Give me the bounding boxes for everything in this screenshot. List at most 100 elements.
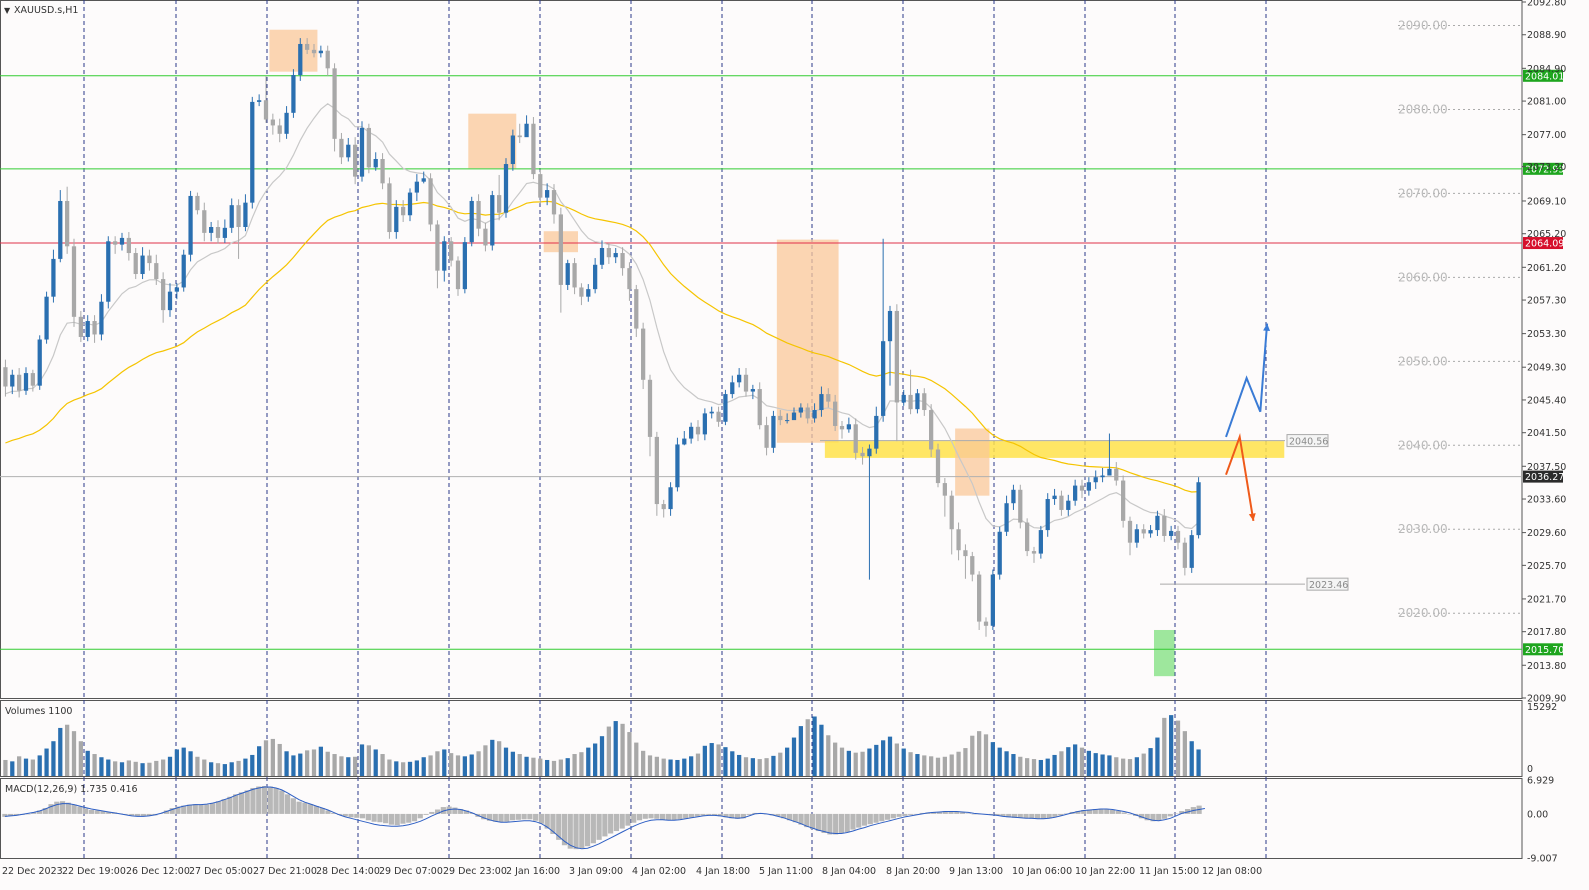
candle-body-58 bbox=[401, 206, 406, 216]
candle-body-86 bbox=[593, 264, 598, 290]
volume-bar-150 bbox=[1031, 759, 1037, 776]
macd-hist-bar-0 bbox=[2, 813, 8, 817]
macd-hist-bar-72 bbox=[417, 813, 423, 819]
zone-orange-0 bbox=[269, 29, 318, 72]
macd-hist-bar-67 bbox=[388, 813, 395, 825]
candle-body-49 bbox=[339, 138, 344, 158]
candle-body-73 bbox=[503, 164, 509, 213]
macd-hist-bar-23 bbox=[134, 813, 141, 817]
macd-hist-bar-44 bbox=[256, 786, 262, 814]
round-level-label-6: 2030.00 bbox=[1398, 522, 1448, 536]
macd-hist-bar-123 bbox=[711, 813, 718, 816]
macd-hist-bar-101 bbox=[584, 813, 591, 847]
macd-hist-bar-48 bbox=[279, 790, 285, 814]
candle-body-108 bbox=[743, 374, 749, 392]
macd-hist-bar-142 bbox=[821, 813, 827, 834]
volume-bar-86 bbox=[593, 743, 598, 776]
macd-title: MACD(12,26,9) 1.735 0.416 bbox=[5, 784, 138, 795]
macd-hist-bar-14 bbox=[83, 808, 89, 814]
macd-layer: 6.929 0.00 -9.007 bbox=[2, 776, 1558, 865]
candle-body-129 bbox=[887, 310, 893, 342]
macd-hist-bar-195 bbox=[1127, 813, 1133, 815]
candle-body-67 bbox=[462, 242, 467, 290]
candle-body-2 bbox=[17, 374, 22, 391]
volume-bar-60 bbox=[414, 760, 419, 776]
candle-body-98 bbox=[675, 444, 680, 488]
candle-body-42 bbox=[291, 75, 296, 113]
macd-axis-label-2: -9.007 bbox=[1527, 854, 1558, 865]
time-tick-label-14: 8 Jan 20:00 bbox=[886, 866, 940, 877]
time-tick-label-2: 26 Dec 12:00 bbox=[126, 866, 190, 877]
candle-body-88 bbox=[606, 247, 611, 258]
macd-hist-bar-38 bbox=[221, 799, 227, 814]
volume-bar-14 bbox=[99, 757, 104, 776]
macd-hist-bar-147 bbox=[850, 813, 856, 830]
volume-bar-73 bbox=[503, 747, 509, 776]
candle-body-110 bbox=[757, 389, 762, 426]
volume-bar-57 bbox=[394, 761, 399, 776]
volume-layer: 15292 0 bbox=[3, 702, 1557, 776]
volume-bar-80 bbox=[551, 760, 557, 776]
volume-bar-69 bbox=[476, 751, 481, 776]
round-level-label-7: 2020.00 bbox=[1398, 606, 1448, 620]
volume-bar-52 bbox=[359, 744, 365, 776]
macd-hist-bar-149 bbox=[861, 813, 868, 826]
candle-body-36 bbox=[250, 101, 255, 203]
time-tick-label-3: 27 Dec 05:00 bbox=[189, 866, 253, 877]
candles-layer[interactable] bbox=[3, 38, 1201, 637]
candle-body-65 bbox=[449, 241, 454, 261]
macd-hist-bar-97 bbox=[561, 813, 568, 846]
volume-bar-99 bbox=[682, 758, 687, 776]
symbol-title-icon[interactable]: ▼ bbox=[4, 6, 11, 15]
volume-bar-56 bbox=[387, 759, 392, 776]
volume-axis-label-1: 0 bbox=[1527, 764, 1533, 775]
volume-bar-120 bbox=[826, 735, 831, 776]
volume-bar-63 bbox=[435, 751, 440, 776]
candle-body-0 bbox=[3, 367, 8, 387]
price-tick-label-12: 2045.40 bbox=[1527, 395, 1566, 406]
volume-bar-10 bbox=[71, 731, 77, 776]
macd-hist-bar-157 bbox=[908, 813, 914, 815]
volume-bar-127 bbox=[874, 744, 879, 776]
macd-hist-bar-54 bbox=[313, 806, 320, 814]
candle-body-105 bbox=[723, 394, 728, 422]
candle-body-167 bbox=[1148, 530, 1153, 534]
candle-body-11 bbox=[78, 316, 83, 337]
projection-arrow-down bbox=[1225, 432, 1255, 522]
price-tick-label-17: 2025.70 bbox=[1527, 561, 1566, 572]
macd-hist-bar-168 bbox=[971, 813, 977, 815]
volume-bar-6 bbox=[44, 748, 49, 776]
candle-body-30 bbox=[209, 227, 214, 233]
candle-body-153 bbox=[1052, 495, 1057, 500]
round-level-label-3: 2060.00 bbox=[1398, 270, 1448, 284]
volume-bar-103 bbox=[709, 743, 714, 776]
candle-body-60 bbox=[414, 181, 419, 193]
level-tag-2 bbox=[1523, 237, 1563, 250]
price-tick-label-3: 2081.00 bbox=[1527, 97, 1566, 108]
candle-body-174 bbox=[1196, 482, 1201, 536]
projection-arrows-layer bbox=[1225, 323, 1271, 522]
macd-hist-bar-2 bbox=[13, 813, 20, 816]
candle-body-133 bbox=[915, 393, 920, 410]
macd-hist-bar-178 bbox=[1029, 813, 1035, 819]
candle-body-95 bbox=[654, 436, 659, 505]
macd-hist-bar-117 bbox=[677, 813, 683, 820]
candle-body-103 bbox=[709, 411, 714, 414]
volume-bar-109 bbox=[750, 758, 755, 776]
volume-bar-104 bbox=[716, 744, 721, 776]
volume-bar-5 bbox=[37, 755, 42, 776]
macd-hist-bar-113 bbox=[654, 813, 660, 819]
macd-hist-bar-49 bbox=[284, 794, 291, 814]
candle-body-1 bbox=[10, 374, 15, 387]
volume-bar-113 bbox=[778, 752, 783, 776]
candle-body-62 bbox=[428, 178, 433, 225]
candle-body-154 bbox=[1059, 495, 1064, 510]
macd-hist-bar-15 bbox=[88, 809, 95, 814]
volume-bar-163 bbox=[1121, 758, 1126, 776]
time-tick-label-15: 9 Jan 13:00 bbox=[949, 866, 1003, 877]
volume-bar-27 bbox=[188, 751, 193, 776]
labels-layer: ▼ XAUUSD.s,H1 Volumes 1100 MACD(12,26,9)… bbox=[4, 5, 138, 795]
candle-body-43 bbox=[298, 43, 303, 76]
